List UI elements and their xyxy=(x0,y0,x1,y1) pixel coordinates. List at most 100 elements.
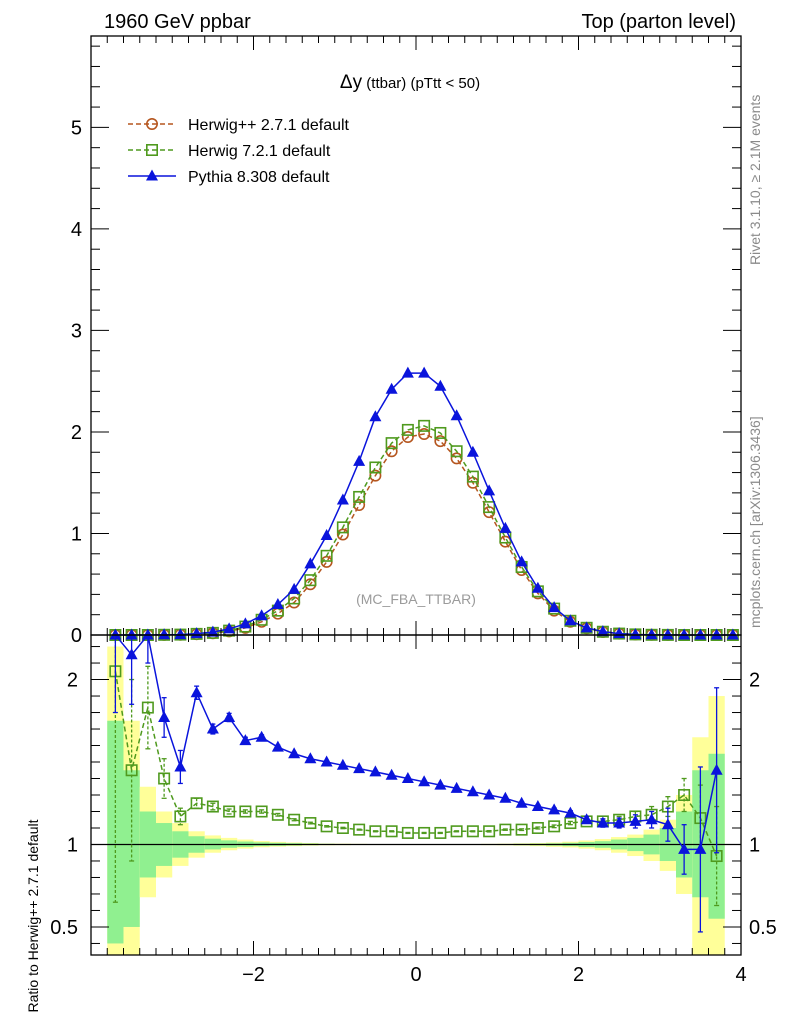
pythia-8-308-default-ratio-point xyxy=(271,740,284,752)
pythia-8-308-default-point xyxy=(678,628,691,640)
pythia-8-308-default-ratio-point xyxy=(483,788,496,800)
pythia-8-308-default-ratio-point xyxy=(596,816,609,828)
rivet-version-label: Rivet 3.1.10, ≥ 2.1M events xyxy=(747,95,763,265)
pythia-8-308-default-ratio-point xyxy=(223,710,236,722)
plot-frames: −2 0 2 4 0 1 2 3 4 5 0.5 0.5 1 1 2 2 xyxy=(50,35,777,986)
pythia-8-308-default-point xyxy=(223,622,236,634)
herwig-7-2-1-default-point xyxy=(450,445,463,458)
mcplots-source-label: mcplots.cern.ch [arXiv:1306.3436] xyxy=(747,416,763,628)
y-tick-label: 4 xyxy=(71,219,82,241)
pythia-8-308-default-ratio-point xyxy=(158,710,171,722)
pythia-8-308-default-point xyxy=(336,493,349,505)
herwig-7-2-1-default-ratio-point xyxy=(271,808,284,821)
pythia-8-308-default-point xyxy=(369,410,382,422)
pythia-8-308-default-ratio-point xyxy=(580,813,593,825)
herwig-7-2-1-default-ratio-point xyxy=(239,805,252,818)
pythia-8-308-default-ratio-point xyxy=(531,800,544,812)
pythia-8-308-default-ratio-point xyxy=(629,814,642,826)
herwig-7-2-1-default-ratio-point xyxy=(548,820,561,833)
x-tick-label: −2 xyxy=(242,964,265,986)
pythia-8-308-default-point xyxy=(466,445,479,457)
herwig-7-2-1-default-ratio-point xyxy=(418,826,431,839)
legend-label-herwigpp: Herwig++ 2.7.1 default xyxy=(188,117,350,134)
herwig-7-2-1-default-ratio-point xyxy=(401,826,414,839)
pythia-8-308-default-point xyxy=(596,625,609,637)
pythia-8-308-default-ratio-point xyxy=(304,752,317,764)
header-right: Top (parton level) xyxy=(581,11,736,33)
pythia-8-308-default-point xyxy=(531,581,544,593)
pythia-8-308-default-ratio-point xyxy=(255,730,268,742)
herwig-7-2-1-default-ratio-point xyxy=(678,788,691,801)
ratio-plot-area xyxy=(91,633,741,933)
pythia-8-308-default-ratio-point xyxy=(190,686,203,698)
herwig-7-2-1-default-ratio-point xyxy=(450,825,463,838)
main-plot-area xyxy=(109,366,739,641)
pythia-8-308-default-point xyxy=(580,621,593,633)
pythia-8-308-default-point xyxy=(499,521,512,533)
herwig-7-2-1-default-point xyxy=(353,490,366,503)
plot-title-symbol: Δy xyxy=(340,72,363,93)
herwig-2-7-1-default-point xyxy=(353,499,366,512)
herwig-2-7-1-default-point xyxy=(336,528,349,541)
herwig-7-2-1-default-line xyxy=(115,425,733,636)
pythia-8-308-default-point xyxy=(125,628,138,640)
pythia-8-308-default-ratio-point xyxy=(239,734,252,746)
ratio-y-axis-label: Ratio to Herwig++ 2.7.1 default xyxy=(25,819,41,1012)
herwig-7-2-1-default-ratio-point xyxy=(531,821,544,834)
herwig-2-7-1-default-point xyxy=(499,535,512,548)
ratio-y-tick-label-right: 2 xyxy=(749,670,760,692)
herwig-2-7-1-default-point xyxy=(418,427,431,440)
herwig-7-2-1-default-ratio-point xyxy=(336,821,349,834)
herwig-2-7-1-default-point xyxy=(434,435,447,448)
ratio-y-tick-label-right: 1 xyxy=(749,834,760,856)
pythia-8-308-default-point xyxy=(320,529,333,541)
pythia-8-308-default-point xyxy=(271,598,284,610)
pythia-8-308-default-point xyxy=(206,625,219,637)
legend: Herwig++ 2.7.1 default Herwig 7.2.1 defa… xyxy=(128,117,350,186)
pythia-8-308-default-ratio-point xyxy=(515,796,528,808)
herwig-7-2-1-default-point xyxy=(369,461,382,474)
herwig-7-2-1-default-ratio-point xyxy=(174,810,187,823)
pythia-8-308-default-point xyxy=(629,627,642,639)
pythia-8-308-default-ratio-point xyxy=(678,842,691,854)
plot-title: Δy (ttbar) (pTtt < 50) xyxy=(340,72,480,93)
pythia-8-308-default-point xyxy=(645,628,658,640)
herwig-2-7-1-default-point xyxy=(271,607,284,620)
pythia-8-308-default-point xyxy=(158,628,171,640)
pythia-8-308-default-point xyxy=(109,628,122,640)
header-left: 1960 GeV ppbar xyxy=(104,11,251,33)
pythia-8-308-default-ratio-point xyxy=(125,648,138,660)
pythia-8-308-default-ratio-point xyxy=(694,842,707,854)
pythia-8-308-default-point xyxy=(661,628,674,640)
pythia-8-308-default-ratio-point xyxy=(466,785,479,797)
herwig-7-2-1-default-ratio-point xyxy=(158,772,171,785)
herwig-7-2-1-default-ratio-point xyxy=(353,823,366,836)
pythia-8-308-default-ratio-point xyxy=(434,778,447,790)
ratio-frame xyxy=(90,634,742,956)
herwig-7-2-1-default-ratio-point xyxy=(288,813,301,826)
pythia-8-308-default-ratio-point xyxy=(320,755,333,767)
herwig-7-2-1-default-point xyxy=(385,437,398,450)
herwig-7-2-1-default-ratio-point xyxy=(499,823,512,836)
pythia-8-308-default-point xyxy=(726,628,739,640)
ratio-y-tick-label: 2 xyxy=(67,670,78,692)
ratio-y-tick-label: 1 xyxy=(67,834,78,856)
plot-title-rest: (ttbar) (pTtt < 50) xyxy=(362,75,480,92)
herwig-7-2-1-default-ratio-point xyxy=(125,764,138,777)
herwig-7-2-1-default-point xyxy=(336,521,349,534)
pythia-8-308-default-point xyxy=(450,409,463,421)
pythia-8-308-default-ratio-point xyxy=(645,813,658,825)
pythia-8-308-default-point xyxy=(288,582,301,594)
legend-label-pythia: Pythia 8.308 default xyxy=(188,169,330,186)
legend-label-herwig7: Herwig 7.2.1 default xyxy=(188,143,331,160)
pythia-8-308-default-ratio-point xyxy=(353,762,366,774)
pythia-8-308-default-point xyxy=(515,555,528,567)
pythia-8-308-default-point xyxy=(174,628,187,640)
pythia-8-308-default-point xyxy=(385,382,398,394)
pythia-8-308-default-ratio-point xyxy=(385,768,398,780)
x-tick-label: 2 xyxy=(573,964,584,986)
x-tick-label: 4 xyxy=(735,964,746,986)
pythia-8-308-default-point xyxy=(401,366,414,378)
pythia-8-308-default-ratio-point xyxy=(206,722,219,734)
